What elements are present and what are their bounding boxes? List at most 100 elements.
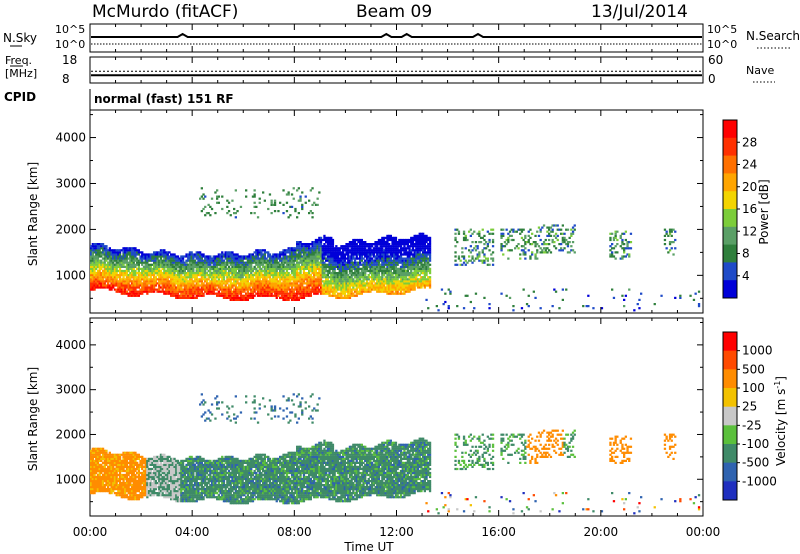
data-cell [151,269,154,273]
data-cell [93,274,96,277]
data-cell [454,238,457,242]
data-cell [381,286,384,289]
data-cell [345,249,348,252]
data-cell [245,288,248,291]
data-cell [146,257,149,260]
data-cell [399,278,403,281]
data-cell [245,292,248,295]
data-cell [263,272,266,275]
data-cell [234,189,237,192]
data-cell [568,236,571,239]
data-cell [360,253,363,256]
data-cell [107,276,110,279]
data-cell [357,276,360,279]
data-cell [486,245,489,248]
data-cell [144,261,147,264]
data-cell [377,261,381,264]
data-cell [158,276,161,279]
data-cell [258,274,261,277]
data-cell [118,257,122,260]
data-cell [103,259,106,262]
data-cell [219,282,222,285]
data-cell [396,243,399,246]
data-cell [95,245,98,248]
data-cell [554,247,558,250]
data-cell [314,253,318,256]
data-cell [353,280,357,283]
data-cell [262,276,265,279]
data-cell [679,296,682,299]
data-cell [221,280,224,283]
data-cell [124,272,127,275]
data-cell [389,274,392,277]
data-cell [413,267,416,270]
data-cell [268,274,272,277]
data-cell [534,241,537,244]
data-cell [388,282,391,285]
data-cell [413,272,416,275]
data-cell [405,238,408,242]
data-cell [308,292,311,295]
data-cell [263,259,266,262]
data-cell [512,230,515,233]
data-cell [628,253,631,256]
data-cell [285,263,289,266]
data-cell [326,263,329,266]
data-cell [246,296,249,299]
data-cell [297,199,300,202]
data-cell [197,290,200,293]
data-cell [670,228,673,231]
data-cell [239,296,243,299]
data-cell [381,241,384,244]
data-cell [372,288,375,291]
data-cell [164,284,168,287]
data-cell [340,274,343,277]
data-cell [144,253,147,256]
power-data [90,187,701,312]
data-cell [313,272,316,275]
data-cell [122,280,125,283]
data-cell [251,288,255,291]
data-cell [384,278,387,281]
data-cell [384,236,387,239]
data-cell [325,284,328,287]
data-cell [309,265,312,268]
data-cell [461,247,464,250]
data-cell [136,259,139,262]
data-cell [527,238,530,242]
data-cell [112,265,115,268]
data-cell [166,290,169,293]
data-cell [226,286,229,289]
data-cell [129,292,132,295]
data-cell [122,272,125,275]
data-cell [364,269,367,273]
data-cell [100,284,103,287]
data-cell [258,249,261,252]
data-cell [403,288,406,291]
data-cell [372,269,375,273]
data-cell [176,261,180,264]
data-cell [258,288,261,291]
data-cell [420,259,423,262]
data-cell [384,290,387,293]
data-cell [146,292,149,295]
data-cell [462,236,466,239]
data-cell [311,251,314,254]
data-cell [153,290,156,293]
data-cell [333,265,336,268]
data-cell [319,257,323,260]
data-cell [178,290,181,293]
data-cell [306,276,309,279]
data-cell [299,241,302,244]
data-cell [233,253,236,256]
data-cell [369,255,372,258]
data-cell [388,292,391,295]
data-cell [125,286,129,289]
data-cell [253,201,256,204]
data-cell [624,294,627,297]
data-cell [210,274,214,277]
data-cell [105,247,108,250]
data-cell [263,253,266,256]
data-cell [388,284,391,287]
data-cell [314,243,318,246]
